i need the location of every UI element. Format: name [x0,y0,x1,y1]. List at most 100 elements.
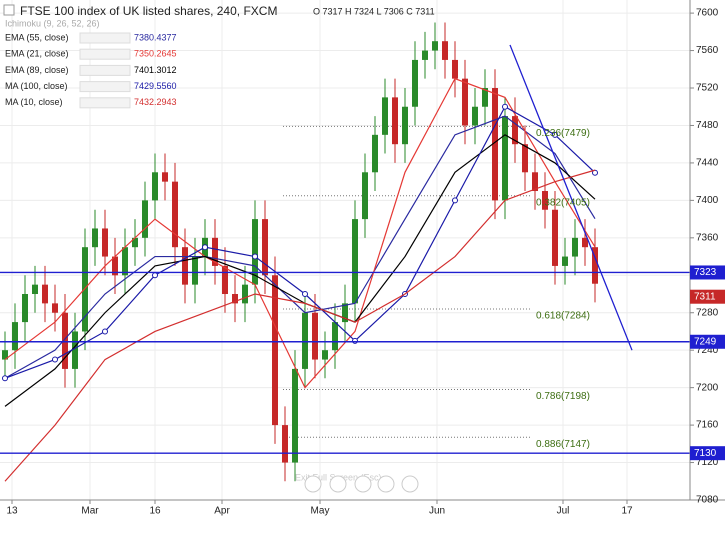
legend-value: 7429.5560 [134,81,177,91]
candle-body [212,237,218,266]
zoom-in-button[interactable] [329,475,347,493]
chart-title: FTSE 100 index of UK listed shares, 240,… [20,4,277,18]
candle-body [392,97,398,145]
x-tick-label: Jul [557,506,570,517]
fib-label: 0.382(7405) [536,197,590,208]
indicator-marker [2,375,8,382]
candle-body [272,275,278,426]
x-tick-label: 16 [149,506,161,517]
candle-body [482,88,488,107]
indicator-marker [452,197,458,204]
indicator-title: Ichimoku (9, 26, 52, 26) [5,18,100,28]
legend-settings[interactable] [79,48,131,60]
ohlc-readout: O 7317 H 7324 L 7306 C 7311 [313,6,435,16]
legend-settings[interactable] [79,64,131,76]
scroll-right-button[interactable] [401,475,419,493]
indicator-line [4,115,596,379]
legend-name: EMA (55, close) [5,32,69,42]
x-tick-label: 17 [621,506,633,517]
candle-body [492,88,498,201]
level-tag-label: 7249 [694,336,717,347]
fib-label: 0.618(7284) [536,311,590,322]
legend-settings[interactable] [79,32,131,44]
scroll-left-button[interactable] [354,475,372,493]
y-tick-label: 7200 [696,382,719,393]
candle-body [52,303,58,313]
candle-body [522,144,528,173]
symbol-toggle[interactable] [3,4,15,16]
legend-settings[interactable] [79,81,131,93]
candle-body [462,78,468,126]
navigation-buttons [304,475,419,493]
candle-body [502,116,508,201]
legend-name: MA (10, close) [5,97,63,107]
candle-body [72,331,78,369]
level-tag [690,265,725,280]
candle-body [352,219,358,304]
fib-label: 0.886(7147) [536,439,590,450]
candle-body [252,219,258,285]
legend-value: 7432.2943 [134,97,177,107]
plot-area [0,0,690,501]
candle-body [292,368,298,463]
candle-body [102,228,108,257]
indicator-marker [502,103,508,110]
candle-body [342,303,348,323]
candle-body [122,247,128,276]
y-tick-label: 7120 [696,457,719,468]
candle-body [562,256,568,266]
candle-body [92,228,98,248]
indicator-marker [352,337,358,344]
y-tick-label: 7560 [696,45,719,56]
candle-body [132,237,138,248]
x-tick-label: Jun [429,506,445,517]
indicator-marker [152,272,158,279]
candle-body [542,191,548,210]
candle-body [552,209,558,266]
candle-body [372,134,378,173]
indicator-marker [102,328,108,335]
candle-body [112,256,118,276]
legend-name: MA (100, close) [5,81,68,91]
candle-body [222,265,228,295]
candle-body [12,322,18,351]
zoom-out-button[interactable] [304,475,322,493]
candle-body [82,247,88,332]
y-tick-label: 7080 [696,495,719,506]
level-tag-label: 7130 [694,448,717,459]
candle-body [572,237,578,257]
candle-body [262,219,268,276]
legend-settings[interactable] [79,97,131,109]
indicator-marker [202,244,208,251]
y-tick-label: 7440 [696,158,719,169]
candle-body [362,172,368,220]
candle-body [512,116,518,145]
indicator-marker [302,291,308,298]
fib-label: 0.236(7479) [536,128,590,139]
candle-body [282,425,288,463]
candle-body [592,247,598,284]
candle-body [432,41,438,51]
candle-body [322,350,328,360]
candle-body [142,200,148,238]
candle-body [442,41,448,60]
candle-body [42,284,48,304]
candle-body [152,172,158,201]
trend-line [509,44,633,351]
candle-body [192,256,198,285]
x-tick-label: 13 [6,506,18,517]
reset-button[interactable] [377,475,395,493]
candle-body [22,294,28,323]
legend-name: EMA (89, close) [5,65,69,75]
candle-body [452,59,458,79]
candle-body [312,312,318,360]
indicator-line [4,169,596,482]
candle-body [402,106,408,145]
y-tick-label: 7240 [696,345,719,356]
legend-value: 7380.4377 [134,32,177,42]
indicator-line [4,77,596,389]
indicator-marker [552,131,558,138]
indicator-marker [252,253,258,260]
candle-body [32,284,38,295]
